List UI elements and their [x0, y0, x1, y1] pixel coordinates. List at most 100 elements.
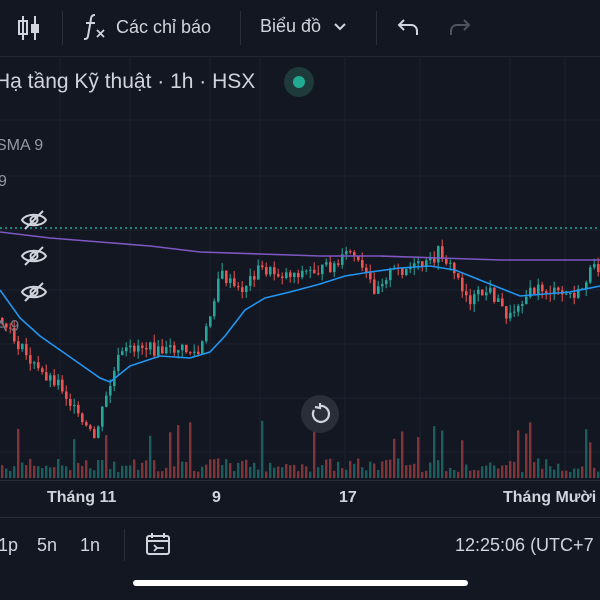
candle-body [169, 345, 172, 348]
candle-body [117, 354, 120, 371]
indicators-button[interactable]: Các chỉ báo [82, 12, 211, 42]
candle-body [61, 379, 64, 392]
chart-type-dropdown[interactable]: Biểu đồ [260, 16, 347, 37]
volume-bar [577, 468, 580, 478]
volume-bar [249, 466, 252, 478]
volume-bar [1, 465, 4, 478]
volume-bar [573, 468, 576, 478]
time-axis-label: Tháng 11 [47, 489, 117, 506]
volume-bar [301, 464, 304, 478]
volume-bar [521, 471, 524, 478]
volume-bar [525, 433, 528, 478]
candle-body [345, 251, 348, 255]
candle-body [273, 267, 276, 275]
clock-timezone[interactable]: 12:25:06 (UTC+7 [455, 535, 594, 555]
candle-body [37, 362, 40, 369]
volume-bar [457, 471, 460, 478]
candle-body [233, 278, 236, 287]
candle-body [165, 347, 168, 354]
volume-bar [549, 466, 552, 478]
volume-bar [93, 470, 96, 478]
volume-bar [165, 467, 168, 478]
eye-off-icon[interactable] [20, 280, 48, 304]
candle-body [177, 350, 180, 353]
volume-bar [217, 458, 220, 478]
candle-body [473, 294, 476, 305]
candle-body [25, 344, 28, 356]
candle-body [65, 391, 68, 400]
candle-body [525, 296, 528, 305]
chevron-down-icon [334, 22, 346, 30]
time-axis-label: Tháng Mười [503, 489, 597, 506]
candle-body [189, 352, 192, 354]
candle-body [253, 276, 256, 280]
volume-bar [21, 462, 24, 478]
volume-bar [77, 462, 80, 478]
volume-bar [481, 466, 484, 478]
sma-indicator-label[interactable]: SMA 9 [0, 137, 44, 154]
volume-bar [293, 464, 296, 478]
volume-bar [361, 467, 364, 478]
candle-body [429, 257, 432, 261]
volume-bar [33, 465, 36, 478]
volume-bar [245, 459, 248, 478]
candle-body [33, 362, 36, 364]
ema-indicator-label[interactable]: A 9 [0, 318, 20, 335]
candle-body [425, 260, 428, 267]
volume-bar [433, 426, 436, 478]
home-indicator[interactable] [133, 580, 468, 586]
range-button-5n[interactable]: 5n [37, 535, 58, 555]
candle-body [269, 267, 272, 275]
candle-body [101, 406, 104, 427]
symbol-title-row[interactable]: Hạ tầng Kỹ thuật · 1h · HSX [0, 66, 255, 98]
range-button-1n[interactable]: 1n [80, 535, 101, 555]
eye-off-icon[interactable] [20, 244, 48, 268]
range-button-1p[interactable]: 1p [0, 535, 19, 555]
candle-body [5, 323, 8, 328]
redo-button[interactable] [448, 16, 472, 43]
toolbar-divider [124, 529, 125, 561]
volume-bar [593, 467, 596, 478]
candle-body [365, 267, 368, 273]
candle-body [477, 289, 480, 295]
volume-bar [145, 460, 148, 478]
candle-body [133, 345, 136, 352]
volume-bar [89, 468, 92, 478]
volume-bar [445, 471, 448, 478]
candle-body [49, 375, 52, 381]
reset-chart-button[interactable] [301, 395, 339, 433]
volume-bar [261, 420, 264, 478]
volume-bar [173, 466, 176, 478]
candle-body [157, 346, 160, 356]
function-icon [83, 14, 105, 40]
candlestick-type-button[interactable] [16, 14, 42, 42]
candle-body [249, 276, 252, 286]
indicator-value-label[interactable]: 9 [0, 173, 7, 190]
candle-body [545, 291, 548, 294]
volume-bar [285, 464, 288, 478]
eye-off-icon[interactable] [20, 208, 48, 232]
candle-body [469, 295, 472, 305]
volume-bar [257, 469, 260, 478]
volume-bar [177, 425, 180, 478]
undo-button[interactable] [396, 16, 420, 43]
volume-bar [53, 467, 56, 478]
price-chart[interactable] [0, 56, 600, 516]
candle-body [9, 327, 12, 329]
candle-body [161, 346, 164, 354]
candle-body [569, 293, 572, 295]
volume-bar [281, 467, 284, 478]
candle-body [505, 306, 508, 319]
volume-bar [373, 463, 376, 478]
volume-bar [105, 435, 108, 478]
candle-body [565, 293, 568, 295]
volume-bar [329, 458, 332, 478]
volume-bar [349, 460, 352, 478]
candle-body [493, 287, 496, 302]
candle-body [421, 261, 424, 267]
date-range-icon[interactable] [145, 532, 171, 558]
time-axis[interactable]: Tháng 11 9 17 Tháng Mười [0, 480, 600, 517]
sma-line [0, 265, 600, 383]
volume-bar [545, 459, 548, 478]
market-status-indicator[interactable] [284, 67, 314, 97]
